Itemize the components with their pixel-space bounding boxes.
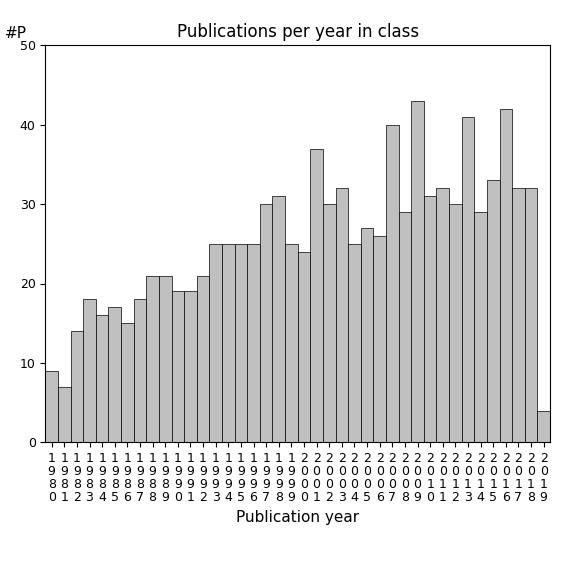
Bar	[134, 299, 146, 442]
Bar	[197, 276, 209, 442]
Text: #P: #P	[5, 27, 27, 41]
Bar	[386, 125, 399, 442]
Bar	[83, 299, 96, 442]
Bar	[500, 109, 512, 442]
Bar	[272, 196, 285, 442]
Bar	[449, 204, 462, 442]
Bar	[538, 411, 550, 442]
Bar	[399, 212, 411, 442]
Bar	[159, 276, 171, 442]
Bar	[424, 196, 437, 442]
Bar	[373, 236, 386, 442]
Bar	[209, 244, 222, 442]
Bar	[171, 291, 184, 442]
Bar	[474, 212, 487, 442]
X-axis label: Publication year: Publication year	[236, 510, 359, 524]
Bar	[348, 244, 361, 442]
Bar	[108, 307, 121, 442]
Bar	[70, 331, 83, 442]
Bar	[361, 228, 373, 442]
Bar	[222, 244, 235, 442]
Bar	[235, 244, 247, 442]
Bar	[58, 387, 71, 442]
Bar	[298, 252, 310, 442]
Bar	[310, 149, 323, 442]
Title: Publications per year in class: Publications per year in class	[176, 23, 419, 41]
Bar	[525, 188, 538, 442]
Bar	[323, 204, 336, 442]
Bar	[121, 323, 134, 442]
Bar	[96, 315, 108, 442]
Bar	[512, 188, 525, 442]
Bar	[437, 188, 449, 442]
Bar	[487, 180, 500, 442]
Bar	[336, 188, 348, 442]
Bar	[260, 204, 272, 442]
Bar	[285, 244, 298, 442]
Bar	[462, 117, 474, 442]
Bar	[45, 371, 58, 442]
Bar	[184, 291, 197, 442]
Bar	[146, 276, 159, 442]
Bar	[411, 101, 424, 442]
Bar	[247, 244, 260, 442]
